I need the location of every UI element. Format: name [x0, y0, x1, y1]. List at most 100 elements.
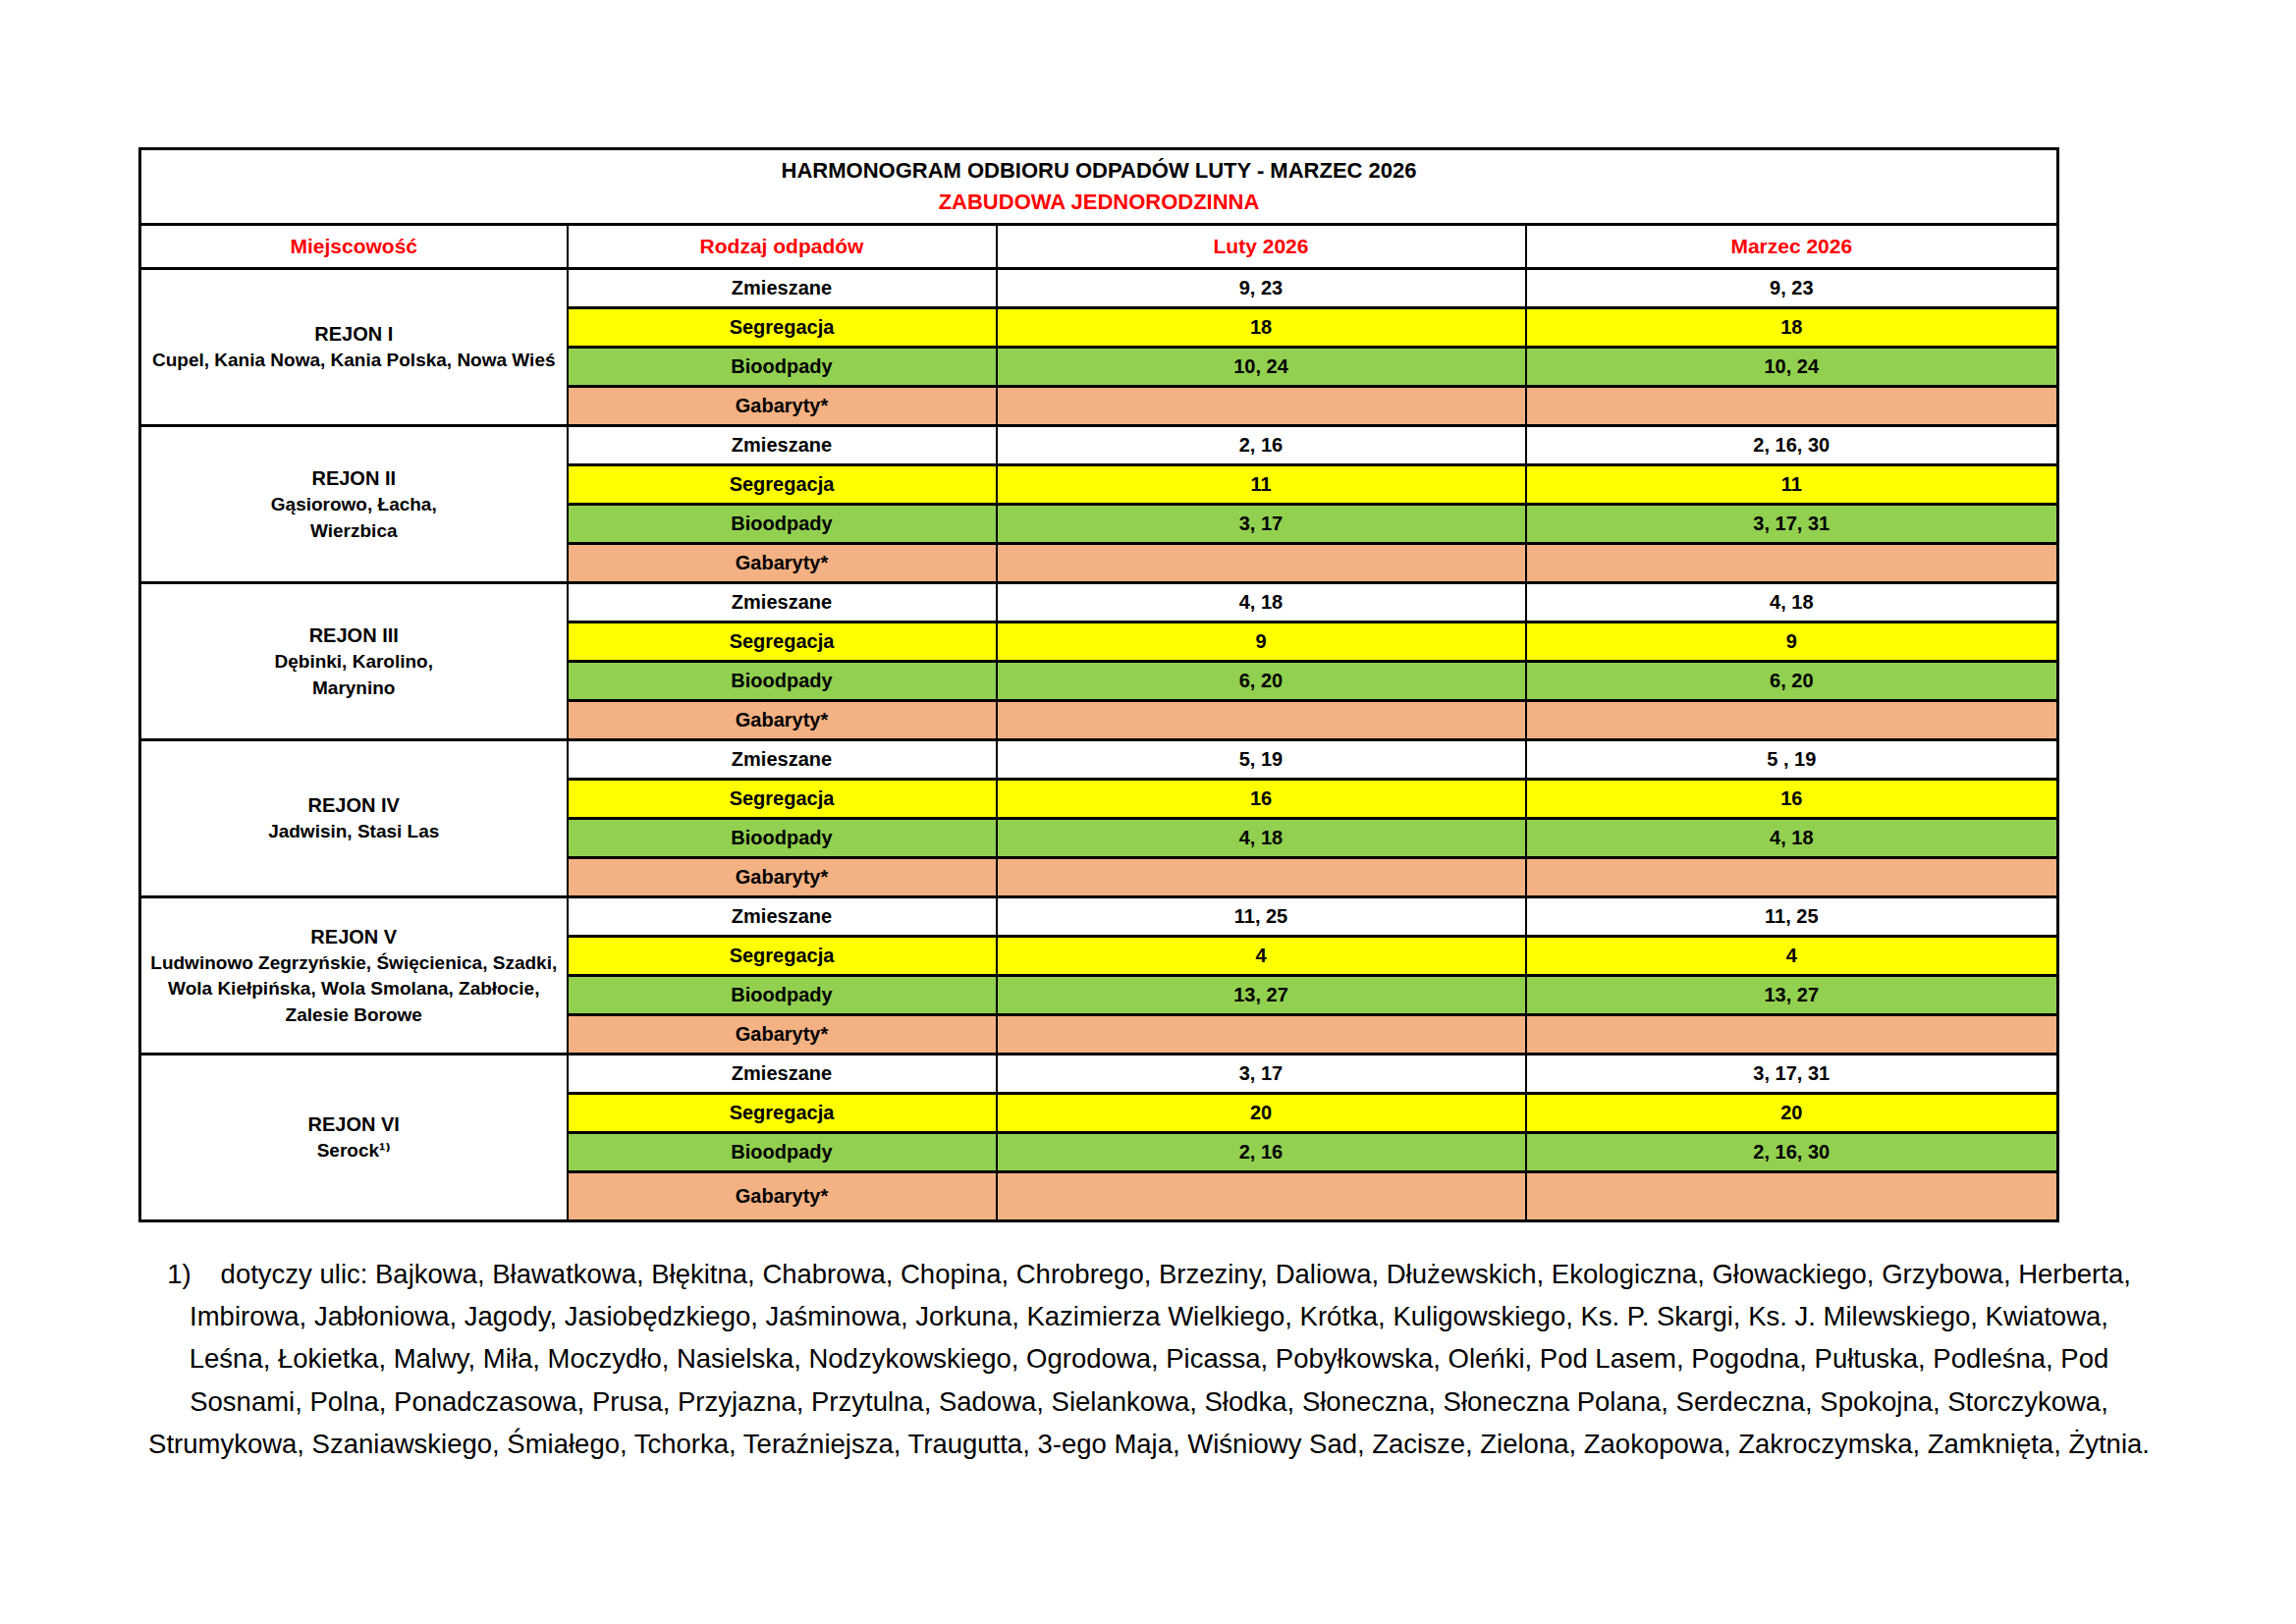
waste-type-cell: Bioodpady: [568, 1133, 997, 1172]
luty-dates-cell: 2, 16: [997, 1133, 1526, 1172]
region-name: REJON II: [147, 464, 561, 492]
luty-dates-cell: [997, 387, 1526, 426]
region-name: REJON IV: [147, 791, 561, 819]
waste-type-cell: Bioodpady: [568, 976, 997, 1015]
region-localities: Jadwisin, Stasi Las: [147, 819, 561, 845]
luty-dates-cell: [997, 1015, 1526, 1055]
marzec-dates-cell: [1526, 544, 2058, 583]
region-cell-rejon-5: REJON V Ludwinowo Zegrzyńskie, Święcieni…: [140, 897, 568, 1055]
region-name: REJON VI: [147, 1110, 561, 1138]
page-title: HARMONOGRAM ODBIORU ODPADÓW LUTY - MARZE…: [147, 155, 2050, 187]
region-cell-rejon-2: REJON II Gąsiorowo, Łacha, Wierzbica: [140, 426, 568, 583]
marzec-dates-cell: [1526, 701, 2058, 740]
waste-type-cell: Gabaryty*: [568, 858, 997, 897]
marzec-dates-cell: 9, 23: [1526, 269, 2058, 308]
waste-type-cell: Bioodpady: [568, 348, 997, 387]
region-cell-rejon-1: REJON I Cupel, Kania Nowa, Kania Polska,…: [140, 269, 568, 426]
column-header-luty: Luty 2026: [997, 225, 1526, 269]
waste-type-cell: Gabaryty*: [568, 1172, 997, 1221]
luty-dates-cell: 5, 19: [997, 740, 1526, 780]
luty-dates-cell: 4, 18: [997, 583, 1526, 623]
region-localities: Dębinki, Karolino, Marynino: [147, 649, 561, 701]
marzec-dates-cell: 4: [1526, 937, 2058, 976]
marzec-dates-cell: [1526, 858, 2058, 897]
marzec-dates-cell: 3, 17, 31: [1526, 1055, 2058, 1094]
luty-dates-cell: 10, 24: [997, 348, 1526, 387]
table-row: REJON V Ludwinowo Zegrzyńskie, Święcieni…: [140, 897, 2058, 937]
waste-type-cell: Zmieszane: [568, 897, 997, 937]
waste-type-cell: Bioodpady: [568, 662, 997, 701]
waste-type-cell: Segregacja: [568, 308, 997, 348]
document-page: HARMONOGRAM ODBIORU ODPADÓW LUTY - MARZE…: [0, 0, 2296, 1624]
footnote-marker: 1): [167, 1259, 191, 1289]
table-header-row: Miejscowość Rodzaj odpadów Luty 2026 Mar…: [140, 225, 2058, 269]
region-cell-rejon-6: REJON VI Serock¹⁾: [140, 1055, 568, 1221]
waste-type-cell: Segregacja: [568, 1094, 997, 1133]
waste-type-cell: Segregacja: [568, 780, 997, 819]
table-row: REJON III Dębinki, Karolino, Marynino Zm…: [140, 583, 2058, 623]
luty-dates-cell: 6, 20: [997, 662, 1526, 701]
table-title-cell: HARMONOGRAM ODBIORU ODPADÓW LUTY - MARZE…: [140, 149, 2058, 225]
waste-type-cell: Gabaryty*: [568, 701, 997, 740]
region-cell-rejon-4: REJON IV Jadwisin, Stasi Las: [140, 740, 568, 897]
luty-dates-cell: [997, 1172, 1526, 1221]
luty-dates-cell: 13, 27: [997, 976, 1526, 1015]
marzec-dates-cell: 13, 27: [1526, 976, 2058, 1015]
region-localities: Ludwinowo Zegrzyńskie, Święcienica, Szad…: [147, 950, 561, 1029]
marzec-dates-cell: 18: [1526, 308, 2058, 348]
marzec-dates-cell: 2, 16, 30: [1526, 426, 2058, 465]
marzec-dates-cell: 4, 18: [1526, 819, 2058, 858]
page-subtitle: ZABUDOWA JEDNORODZINNA: [147, 187, 2050, 218]
luty-dates-cell: [997, 858, 1526, 897]
waste-type-cell: Zmieszane: [568, 740, 997, 780]
marzec-dates-cell: 5 , 19: [1526, 740, 2058, 780]
waste-type-cell: Zmieszane: [568, 1055, 997, 1094]
column-header-miejscowosc: Miejscowość: [140, 225, 568, 269]
waste-type-cell: Segregacja: [568, 623, 997, 662]
luty-dates-cell: 11, 25: [997, 897, 1526, 937]
marzec-dates-cell: 16: [1526, 780, 2058, 819]
table-row: REJON II Gąsiorowo, Łacha, Wierzbica Zmi…: [140, 426, 2058, 465]
luty-dates-cell: 11: [997, 465, 1526, 505]
marzec-dates-cell: 11, 25: [1526, 897, 2058, 937]
waste-type-cell: Bioodpady: [568, 505, 997, 544]
waste-type-cell: Segregacja: [568, 465, 997, 505]
waste-type-cell: Segregacja: [568, 937, 997, 976]
table-row: REJON IV Jadwisin, Stasi Las Zmieszane 5…: [140, 740, 2058, 780]
luty-dates-cell: 9, 23: [997, 269, 1526, 308]
luty-dates-cell: 3, 17: [997, 505, 1526, 544]
marzec-dates-cell: [1526, 387, 2058, 426]
luty-dates-cell: 4, 18: [997, 819, 1526, 858]
luty-dates-cell: 16: [997, 780, 1526, 819]
marzec-dates-cell: 3, 17, 31: [1526, 505, 2058, 544]
marzec-dates-cell: 2, 16, 30: [1526, 1133, 2058, 1172]
region-localities: Cupel, Kania Nowa, Kania Polska, Nowa Wi…: [147, 348, 561, 374]
luty-dates-cell: [997, 701, 1526, 740]
table-row: REJON I Cupel, Kania Nowa, Kania Polska,…: [140, 269, 2058, 308]
waste-schedule-table: HARMONOGRAM ODBIORU ODPADÓW LUTY - MARZE…: [138, 147, 2059, 1222]
marzec-dates-cell: [1526, 1172, 2058, 1221]
table-row: REJON VI Serock¹⁾ Zmieszane 3, 17 3, 17,…: [140, 1055, 2058, 1094]
luty-dates-cell: 3, 17: [997, 1055, 1526, 1094]
region-localities: Serock¹⁾: [147, 1138, 561, 1164]
table-title-row: HARMONOGRAM ODBIORU ODPADÓW LUTY - MARZE…: [140, 149, 2058, 225]
marzec-dates-cell: 9: [1526, 623, 2058, 662]
footnote: 1)dotyczy ulic: Bajkowa, Bławatkowa, Błę…: [147, 1253, 2151, 1465]
luty-dates-cell: 18: [997, 308, 1526, 348]
footnote-text: dotyczy ulic: Bajkowa, Bławatkowa, Błęki…: [148, 1259, 2150, 1459]
waste-type-cell: Zmieszane: [568, 583, 997, 623]
marzec-dates-cell: 6, 20: [1526, 662, 2058, 701]
luty-dates-cell: 20: [997, 1094, 1526, 1133]
region-localities: Gąsiorowo, Łacha, Wierzbica: [147, 492, 561, 544]
waste-type-cell: Bioodpady: [568, 819, 997, 858]
marzec-dates-cell: 20: [1526, 1094, 2058, 1133]
luty-dates-cell: 2, 16: [997, 426, 1526, 465]
luty-dates-cell: 4: [997, 937, 1526, 976]
region-name: REJON I: [147, 320, 561, 348]
luty-dates-cell: [997, 544, 1526, 583]
waste-type-cell: Zmieszane: [568, 269, 997, 308]
marzec-dates-cell: 4, 18: [1526, 583, 2058, 623]
waste-type-cell: Gabaryty*: [568, 544, 997, 583]
region-name: REJON III: [147, 622, 561, 649]
luty-dates-cell: 9: [997, 623, 1526, 662]
